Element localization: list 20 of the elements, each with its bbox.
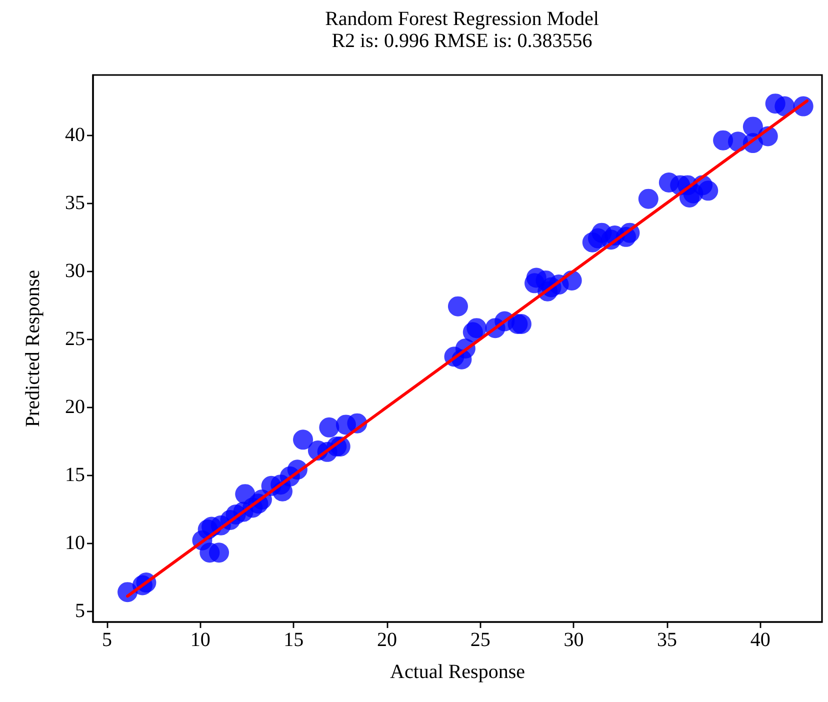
y-tick-label: 15 <box>65 464 85 486</box>
x-tick-label: 25 <box>470 629 490 651</box>
x-tick-label: 20 <box>377 629 398 651</box>
y-tick-label: 35 <box>65 192 85 214</box>
y-tick-label: 20 <box>65 396 85 418</box>
x-tick-label: 10 <box>190 629 210 651</box>
x-tick-label: 5 <box>102 629 112 651</box>
x-tick-label: 35 <box>657 629 678 651</box>
y-tick-label: 10 <box>65 532 85 554</box>
x-axis-title: Actual Response <box>390 661 526 683</box>
x-tick-label: 40 <box>750 629 770 651</box>
y-axis-title: Predicted Response <box>22 270 44 428</box>
y-tick-label: 40 <box>65 124 85 146</box>
x-tick-label: 30 <box>564 629 584 651</box>
y-tick-label: 5 <box>75 600 85 622</box>
chart-title: Random Forest Regression Model <box>325 8 600 30</box>
chart-subtitle: R2 is: 0.996 RMSE is: 0.383556 <box>332 30 592 52</box>
x-tick-label: 15 <box>284 629 304 651</box>
y-tick-label: 25 <box>65 328 85 350</box>
y-tick-label: 30 <box>65 260 85 282</box>
